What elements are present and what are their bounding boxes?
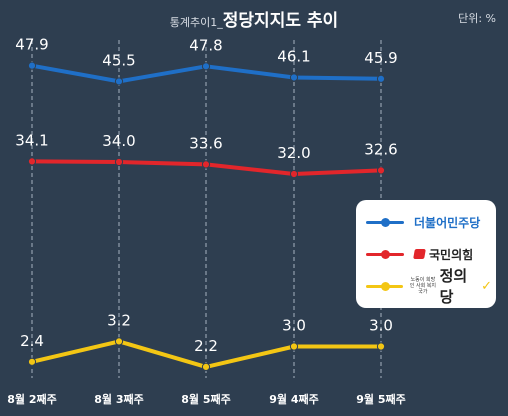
unit-label: 단위: %	[458, 12, 496, 25]
data-label: 3.0	[282, 317, 306, 335]
data-label: 34.0	[102, 132, 135, 150]
data-label: 32.0	[277, 144, 310, 162]
chart-header: 통계추이1_정당지지도 추이	[0, 6, 508, 31]
x-tick-label: 9월 4째주	[269, 392, 319, 406]
x-tick-label: 9월 5째주	[356, 392, 406, 406]
data-point	[27, 61, 37, 70]
x-tick-label: 8월 3째주	[94, 392, 144, 406]
legend-label-party2: 국민의힘	[429, 247, 474, 262]
legend-label-party1: 더불어민주당	[414, 215, 481, 230]
data-point	[201, 62, 211, 71]
data-point	[114, 77, 124, 86]
data-point	[27, 357, 37, 366]
data-point	[27, 157, 37, 166]
legend-line-red	[366, 249, 404, 259]
data-point	[376, 74, 386, 83]
data-label: 3.2	[107, 311, 131, 329]
legend-label-party3: 정의당	[439, 267, 468, 306]
legend-item-party2: 국민의힘	[366, 242, 492, 266]
x-tick-label: 8월 5째주	[181, 392, 231, 406]
data-label: 34.1	[15, 131, 48, 149]
data-point	[376, 342, 386, 351]
data-label: 2.4	[20, 332, 44, 350]
data-point	[201, 160, 211, 169]
legend-line-blue	[366, 217, 404, 227]
data-label: 32.6	[364, 140, 397, 158]
legend-item-party1: 더불어민주당	[366, 210, 492, 234]
data-label: 47.8	[189, 36, 222, 54]
party3-slogan: 노동이 희망인 사회 복지국가	[409, 277, 436, 295]
data-point	[114, 157, 124, 167]
chart-title: 정당지지도 추이	[222, 11, 339, 31]
legend: 더불어민주당 국민의힘 노동이 희망인 사회 복지국가 정의당 ✓	[356, 200, 496, 308]
data-point	[114, 337, 124, 346]
data-label: 2.2	[194, 337, 218, 355]
data-label: 33.6	[189, 134, 222, 152]
legend-item-party3: 노동이 희망인 사회 복지국가 정의당 ✓	[366, 267, 492, 306]
chart-subtitle: 통계추이1_	[169, 16, 223, 29]
data-label: 45.9	[364, 49, 397, 67]
data-point	[289, 342, 299, 351]
party2-logo-icon	[413, 249, 426, 259]
legend-line-yellow	[366, 281, 404, 291]
data-point	[376, 166, 386, 175]
data-label: 46.1	[277, 48, 310, 66]
data-point	[201, 362, 211, 371]
data-point	[289, 169, 299, 179]
data-label: 3.0	[369, 317, 393, 335]
data-label: 45.5	[102, 51, 135, 69]
data-point	[289, 73, 299, 82]
data-label: 47.9	[15, 36, 48, 54]
x-tick-label: 8월 2째주	[7, 392, 57, 406]
checkmark-icon: ✓	[481, 278, 492, 294]
